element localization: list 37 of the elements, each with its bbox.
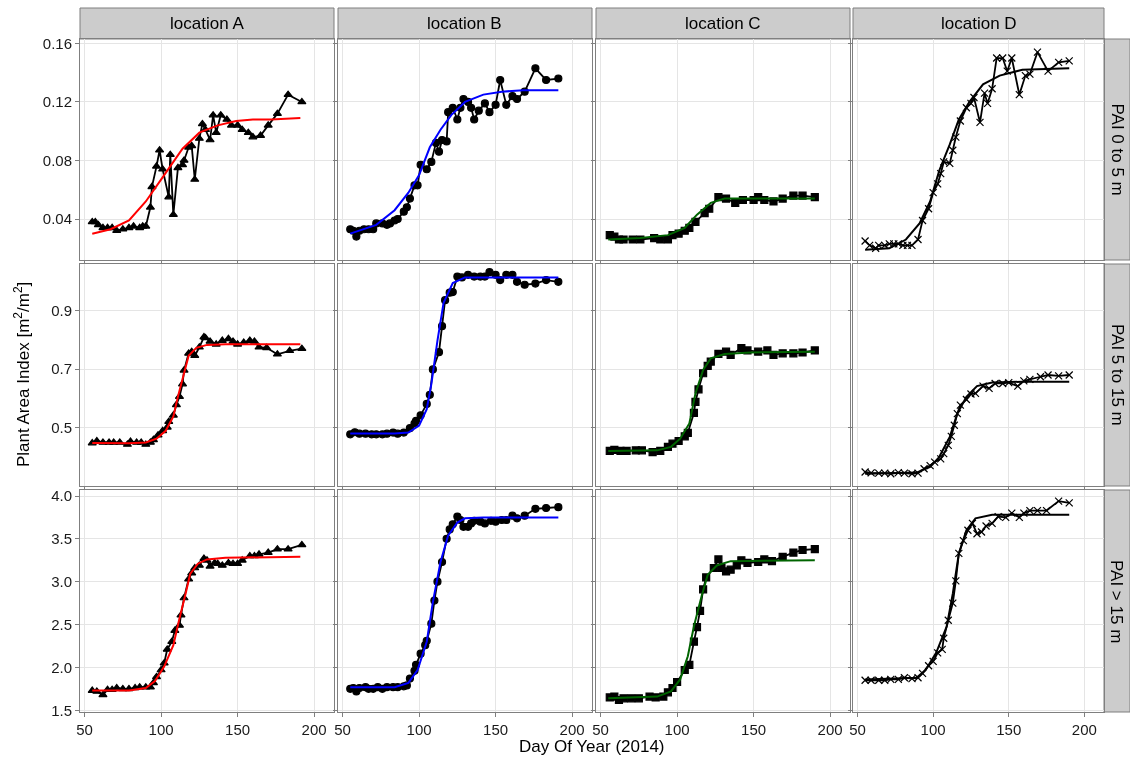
- y-tick-label: 0.9: [51, 301, 72, 319]
- x-tick-label: 100: [148, 721, 174, 738]
- chart-title: location D: [941, 14, 1017, 33]
- y-tick-label: 2.5: [51, 615, 72, 633]
- x-tick-label: 50: [849, 721, 866, 738]
- x-tick-label: 150: [225, 721, 251, 738]
- x-tick-label: 150: [483, 721, 509, 738]
- chart-title: location B: [427, 14, 502, 33]
- y-tick-label: 0.5: [51, 418, 72, 436]
- y-tick-label: 0.7: [51, 360, 72, 378]
- x-axis-title: Day Of Year (2014): [519, 737, 665, 756]
- y-tick-label: 3.5: [51, 530, 72, 548]
- y-tick-label: 1.5: [51, 701, 72, 719]
- x-tick-label: 200: [301, 721, 327, 738]
- x-tick-label: 50: [334, 721, 351, 738]
- y-tick-label: 0.08: [42, 151, 72, 169]
- y-tick-label: 3.0: [51, 572, 72, 590]
- x-tick-label: 150: [996, 721, 1022, 738]
- x-tick-label: 50: [76, 721, 93, 738]
- y-tick-label: 4.0: [51, 487, 72, 505]
- x-tick-label: 50: [592, 721, 609, 738]
- x-tick-label: 100: [664, 721, 690, 738]
- y-tick-label: 0.16: [42, 34, 72, 52]
- y-tick-label: 0.04: [42, 210, 72, 228]
- chart-title: location C: [685, 14, 761, 33]
- x-tick-label: 200: [817, 721, 843, 738]
- x-tick-label: 100: [406, 721, 432, 738]
- y-tick-label: 0.12: [42, 93, 72, 111]
- x-tick-label: 200: [1071, 721, 1097, 738]
- x-tick-label: 150: [741, 721, 767, 738]
- text: PAI > 15 m: [1107, 560, 1126, 644]
- text: PAI 5 to 15 m: [1108, 324, 1127, 426]
- y-tick-label: 2.0: [51, 658, 72, 676]
- chart-title: location A: [170, 14, 245, 33]
- text: PAI 0 to 5 m: [1107, 103, 1127, 196]
- x-tick-label: 100: [920, 721, 946, 738]
- x-tick-label: 200: [559, 721, 585, 738]
